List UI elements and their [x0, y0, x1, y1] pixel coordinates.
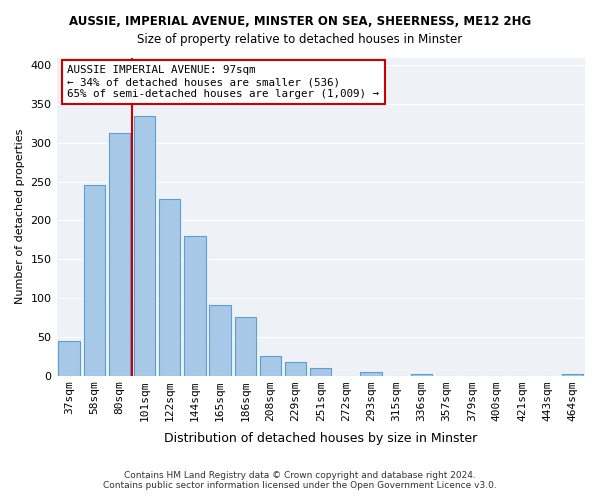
Text: Size of property relative to detached houses in Minster: Size of property relative to detached ho…	[137, 32, 463, 46]
Bar	[209, 305, 231, 376]
X-axis label: Distribution of detached houses by size in Minster: Distribution of detached houses by size …	[164, 432, 478, 445]
Bar	[562, 374, 583, 376]
Y-axis label: Number of detached properties: Number of detached properties	[15, 129, 25, 304]
Bar	[83, 186, 105, 376]
Bar	[235, 318, 256, 376]
Bar	[285, 362, 307, 376]
Bar	[58, 342, 80, 376]
Bar	[411, 374, 432, 376]
Text: AUSSIE, IMPERIAL AVENUE, MINSTER ON SEA, SHEERNESS, ME12 2HG: AUSSIE, IMPERIAL AVENUE, MINSTER ON SEA,…	[69, 15, 531, 28]
Text: AUSSIE IMPERIAL AVENUE: 97sqm
← 34% of detached houses are smaller (536)
65% of : AUSSIE IMPERIAL AVENUE: 97sqm ← 34% of d…	[67, 66, 379, 98]
Bar	[184, 236, 206, 376]
Bar	[109, 132, 130, 376]
Bar	[361, 372, 382, 376]
Bar	[310, 368, 331, 376]
Bar	[134, 116, 155, 376]
Bar	[159, 198, 181, 376]
Bar	[260, 356, 281, 376]
Text: Contains HM Land Registry data © Crown copyright and database right 2024.
Contai: Contains HM Land Registry data © Crown c…	[103, 470, 497, 490]
